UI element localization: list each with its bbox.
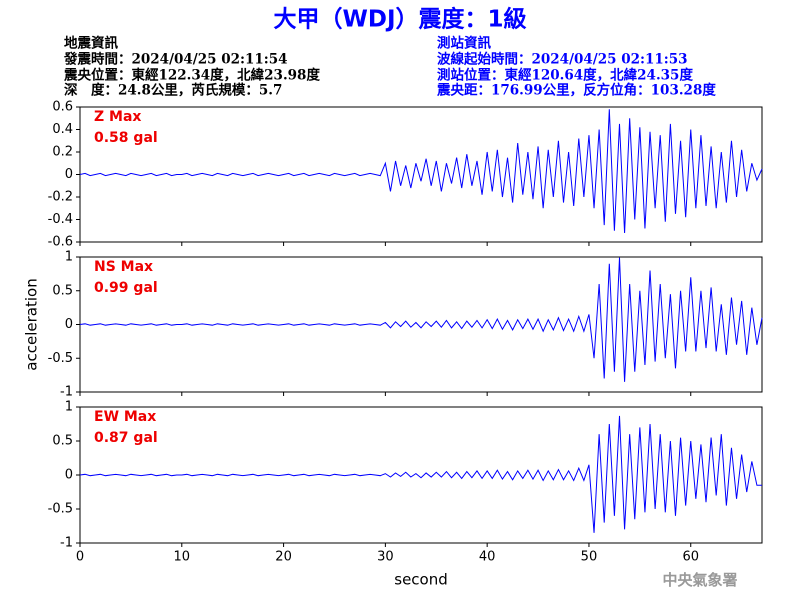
y-tick-label: 0.5 [52, 434, 73, 449]
y-tick-label: 1 [65, 250, 73, 265]
x-tick-label: 60 [682, 550, 699, 565]
y-tick-label: 0.6 [52, 100, 73, 115]
footer: 中央氣象署 [662, 571, 737, 589]
x-tick-label: 0 [76, 550, 84, 565]
waveform [79, 415, 762, 533]
y-tick-label: 0.2 [52, 145, 73, 160]
y-tick-label: 0.5 [52, 283, 73, 298]
y-tick-label: -0.2 [48, 190, 73, 205]
y-tick-label: 0 [65, 317, 73, 332]
annotation: 0.99 gal [94, 280, 158, 296]
annotation: 0.87 gal [94, 430, 158, 446]
y-tick-label: -0.4 [48, 212, 73, 227]
x-tick-label: 10 [174, 550, 191, 565]
y-tick-label: 1 [65, 400, 73, 415]
y-tick-label: -0.5 [48, 351, 73, 366]
y-axis-label: acceleration [23, 278, 41, 370]
x-tick-label: 40 [479, 550, 496, 565]
x-tick-label: 20 [275, 550, 292, 565]
info-right: 震央距：176.99公里，反方位角：103.28度 [436, 82, 716, 99]
waveform [79, 109, 763, 234]
info-left: 深 度：24.8公里，芮氏規模：5.7 [64, 82, 282, 99]
y-tick-label: -0.5 [48, 502, 73, 517]
info-right: 波線起始時間：2024/04/25 02:11:53 [437, 51, 688, 68]
x-tick-label: 30 [377, 550, 394, 565]
info-left: 地震資訊 [64, 35, 118, 52]
info-left: 發震時間：2024/04/25 02:11:54 [63, 51, 288, 68]
waveform [79, 257, 763, 382]
y-tick-label: 0.4 [52, 122, 73, 137]
info-right: 測站資訊 [437, 35, 491, 52]
chart-title: 大甲（WDJ）震度：1級 [273, 6, 526, 33]
info-left: 震央位置：東經122.34度，北緯23.98度 [63, 67, 320, 84]
x-tick-label: 50 [581, 550, 598, 565]
y-tick-label: -1 [60, 536, 73, 551]
y-tick-label: -1 [60, 385, 73, 400]
y-tick-label: -0.6 [48, 235, 73, 250]
annotation: 0.58 gal [94, 130, 158, 146]
annotation: Z Max [94, 109, 141, 125]
y-tick-label: 0 [65, 167, 73, 182]
info-right: 測站位置：東經120.64度，北緯24.35度 [437, 67, 693, 84]
annotation: NS Max [94, 259, 153, 275]
y-tick-label: 0 [65, 468, 73, 483]
x-axis-label: second [394, 571, 448, 589]
annotation: EW Max [94, 409, 156, 425]
